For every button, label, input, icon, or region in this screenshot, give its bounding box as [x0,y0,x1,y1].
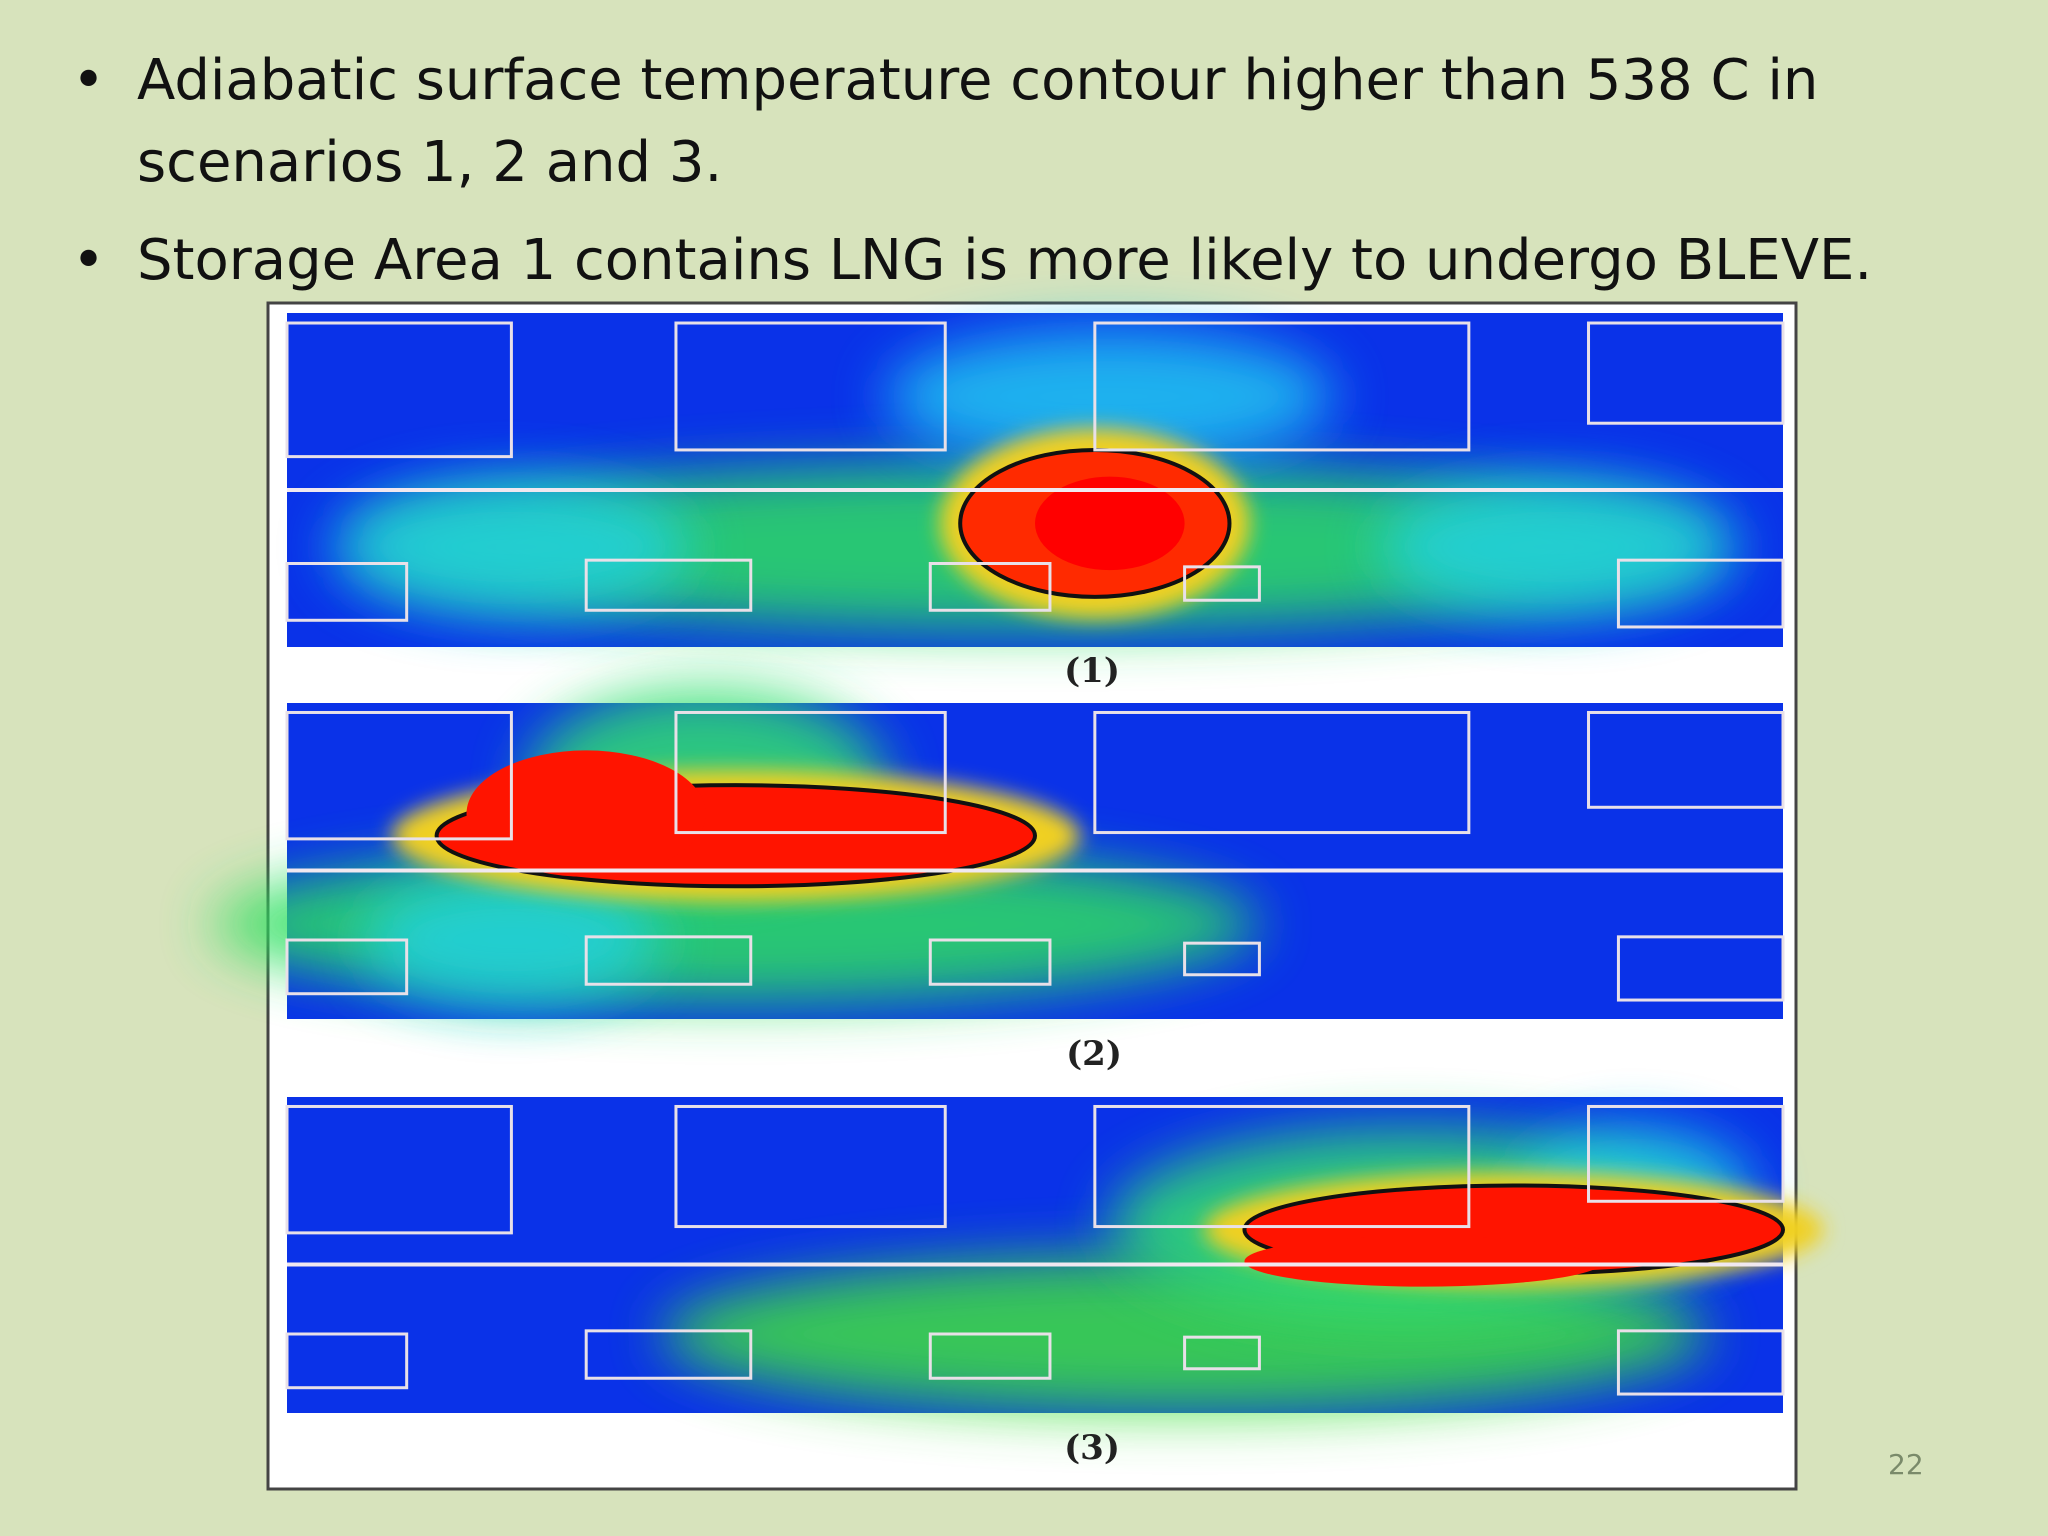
glow [1379,480,1739,614]
bullet: Storage Area 1 contains LNG is more like… [72,220,1932,302]
building [1183,1335,1261,1371]
contour-plot [285,1097,1824,1413]
caption: (1) [1064,651,1120,691]
hot-zone [1035,476,1185,571]
building [1587,710,1785,809]
building [285,938,409,996]
hot-zone [466,750,706,877]
hot-zone [1244,1236,1604,1287]
caption: (3) [1064,1428,1120,1468]
bullet: Adiabatic surface temperature contour hi… [72,40,1932,204]
building [1093,710,1471,835]
building [1616,935,1785,1002]
building [1183,941,1261,977]
building [1183,565,1261,602]
building [928,1332,1052,1380]
glow [331,480,691,614]
building [674,1104,947,1229]
building [1093,321,1471,452]
bullet-list: Adiabatic surface temperature contour hi… [72,40,1932,318]
building [584,1329,753,1380]
building [1616,558,1785,629]
contour-plot [212,687,1785,1019]
building [1587,1104,1785,1203]
caption: (2) [1066,1034,1122,1074]
building [285,710,513,841]
building [584,935,753,986]
building [674,710,947,835]
building [1093,1104,1471,1229]
building [928,938,1052,986]
building [928,562,1052,612]
glow [885,329,1335,464]
building [1616,1329,1785,1396]
building [674,321,947,452]
contour-plot [285,313,1785,647]
building [285,1332,409,1390]
building [285,562,409,622]
building [1587,321,1785,425]
building [285,1104,513,1235]
page-number: 22 [1888,1448,1924,1481]
building [285,321,513,459]
building [584,558,753,612]
